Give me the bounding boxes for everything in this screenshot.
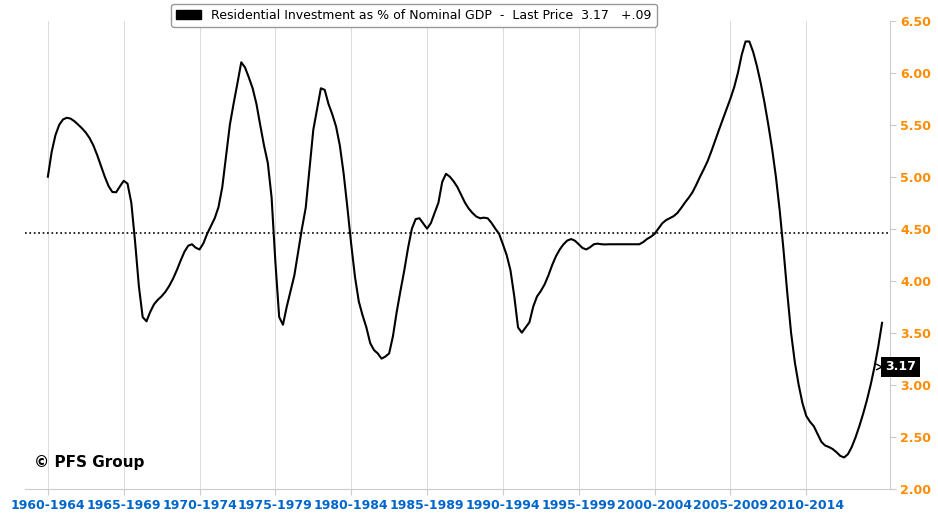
Legend: Residential Investment as % of Nominal GDP  -  Last Price  3.17   +.09: Residential Investment as % of Nominal G…: [172, 4, 657, 26]
Text: © PFS Group: © PFS Group: [34, 455, 144, 470]
Text: 3.17: 3.17: [885, 361, 916, 374]
